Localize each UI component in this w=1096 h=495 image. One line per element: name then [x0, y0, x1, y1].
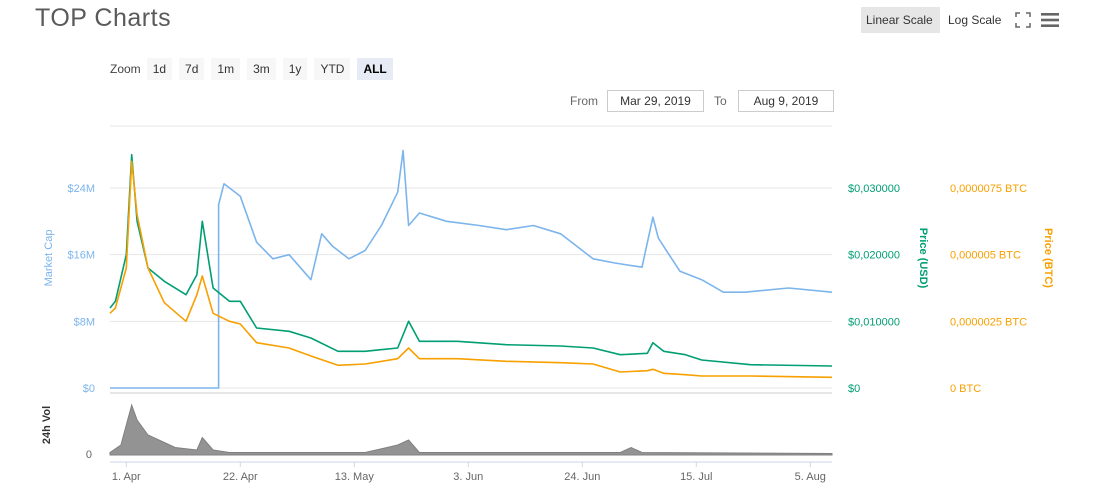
from-label: From: [570, 94, 598, 108]
price-usd-tick-label: $0,030000: [848, 183, 900, 195]
x-tick-label: 24. Jun: [564, 471, 600, 483]
x-tick-label: 22. Apr: [223, 471, 258, 483]
zoom-label: Zoom: [110, 62, 141, 76]
price-usd-series-line: [109, 153, 833, 367]
to-label: To: [714, 94, 727, 108]
x-tick-label: 15. Jul: [680, 471, 712, 483]
market-cap-tick-label: $24M: [67, 183, 95, 195]
market-cap-tick-label: $16M: [67, 250, 95, 262]
from-date-input[interactable]: Mar 29, 2019: [607, 90, 704, 112]
market-cap-axis-title: Market Cap: [43, 230, 55, 287]
price-btc-tick-label: 0 BTC: [950, 383, 981, 395]
volume-axis-title: 24h Vol: [41, 406, 53, 444]
linear-scale-button[interactable]: Linear Scale: [861, 7, 940, 33]
menu-icon[interactable]: [1040, 12, 1060, 33]
log-scale-button[interactable]: Log Scale: [948, 13, 1002, 27]
fullscreen-icon[interactable]: [1015, 12, 1031, 33]
price-usd-tick-label: $0,020000: [848, 250, 900, 262]
x-tick-label: 1. Apr: [112, 471, 141, 483]
to-date-input[interactable]: Aug 9, 2019: [738, 90, 834, 112]
price-usd-tick-label: $0,010000: [848, 316, 900, 328]
price-usd-tick-label: $0: [848, 383, 860, 395]
price-usd-axis-title: Price (USD): [917, 228, 929, 289]
price-btc-series-line: [109, 160, 833, 379]
zoom-all-button[interactable]: ALL: [357, 58, 393, 80]
price-btc-tick-label: 0,0000025 BTC: [950, 316, 1027, 328]
x-tick-label: 3. Jun: [453, 471, 483, 483]
price-btc-axis-title: Price (BTC): [1042, 228, 1054, 288]
x-tick-label: 13. May: [335, 471, 375, 483]
zoom-7d-button[interactable]: 7d: [179, 58, 205, 80]
zoom-1y-button[interactable]: 1y: [282, 58, 308, 80]
price-btc-tick-label: 0,0000075 BTC: [950, 183, 1027, 195]
x-tick-label: 5. Aug: [795, 471, 826, 483]
volume-series-area: [109, 403, 833, 456]
zoom-3m-button[interactable]: 3m: [247, 58, 276, 80]
price-btc-tick-label: 0,000005 BTC: [950, 250, 1021, 262]
zoom-bar: Zoom 1d 7d 1m 3m 1y YTD ALL: [110, 58, 400, 80]
market-cap-tick-label: $8M: [74, 316, 95, 328]
zoom-ytd-button[interactable]: YTD: [314, 58, 351, 80]
page-title: TOP Charts: [35, 4, 172, 32]
zoom-1d-button[interactable]: 1d: [146, 58, 173, 80]
market-cap-series-line: [110, 149, 833, 389]
volume-tick-label: 0: [86, 449, 92, 461]
zoom-1m-button[interactable]: 1m: [211, 58, 241, 80]
market-cap-tick-label: $0: [83, 383, 95, 395]
